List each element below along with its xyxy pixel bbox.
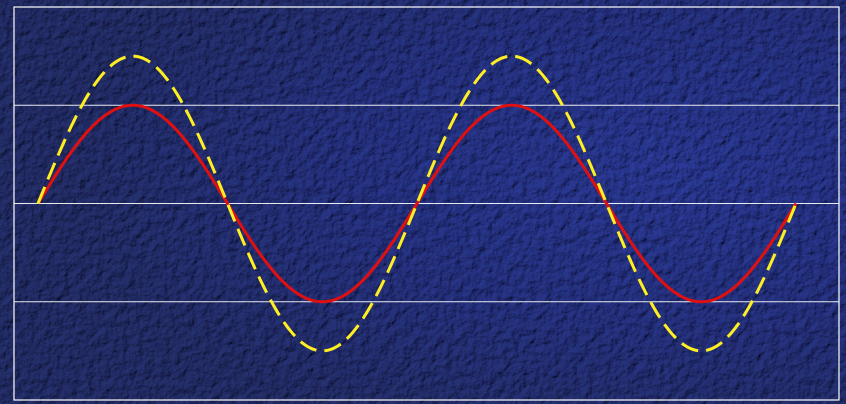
series-dashed-wave — [36, 54, 798, 353]
series-solid-wave — [36, 103, 798, 304]
series-layer — [36, 54, 798, 353]
plot-frame — [13, 6, 840, 401]
